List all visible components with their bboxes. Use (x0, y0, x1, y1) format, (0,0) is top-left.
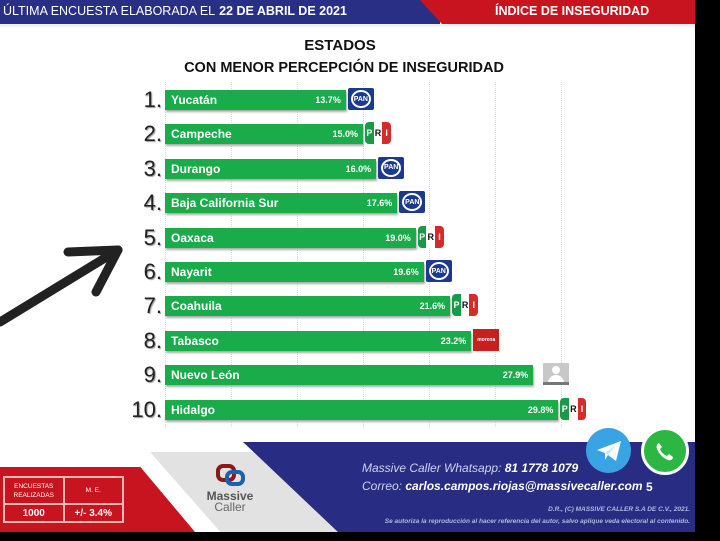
bar: Nayarit 19.6% (165, 262, 424, 282)
independent-candidate-icon (543, 363, 570, 386)
bar-value: 21.6% (419, 301, 446, 312)
margin-error-value: +/- 3.4% (63, 504, 123, 522)
bar-label: Nayarit (171, 265, 212, 279)
survey-stats-table: ENCUESTAS REALIZADAS M. E. 1000 +/- 3.4% (3, 476, 124, 523)
chat-bubbles-icon (212, 462, 248, 490)
gridline (429, 82, 430, 427)
chart-title: ESTADOS (304, 37, 376, 54)
header-bar (0, 0, 440, 24)
bar-label: Campeche (171, 127, 232, 142)
bar-label: Oaxaca (171, 230, 214, 245)
bar-value: 16.0% (345, 163, 372, 174)
chart-subtitle: CON MENOR PERCEPCIÓN DE INSEGURIDAD (184, 60, 504, 76)
bar-value: 27.9% (502, 370, 529, 381)
bar-value: 19.6% (393, 267, 419, 277)
section-title: ÍNDICE DE INSEGURIDAD (495, 4, 650, 18)
morena-logo-icon: morena (473, 328, 500, 351)
bar: Campeche 15.0% (165, 124, 363, 145)
gridline (297, 82, 298, 427)
margin-error-header: M. E. (63, 477, 123, 504)
surveys-value: 1000 (4, 504, 64, 522)
screen-border (695, 0, 720, 541)
copyright-text: D.R., (C) MASSIVE CALLER S.A DE C.V., 20… (548, 506, 690, 513)
bar-value: 29.8% (527, 404, 554, 415)
surveys-header: ENCUESTAS REALIZADAS (4, 477, 64, 504)
bar-label: Durango (171, 161, 221, 176)
bar: Yucatán 13.7% (165, 90, 346, 110)
pan-logo-icon: PAN (347, 88, 374, 110)
header-section-bar (420, 0, 695, 24)
whatsapp-contact: Massive Caller Whatsapp: 81 1778 1079 (362, 461, 579, 475)
pan-logo-icon: PAN (378, 156, 405, 179)
rank-number: 10. (131, 396, 162, 422)
reproduction-notice: Se autoriza la reproducción al hacer ref… (384, 518, 690, 525)
survey-date: 22 DE ABRIL DE 2021 (219, 4, 347, 18)
screen-border-bottom (0, 532, 720, 541)
bar-label: Yucatán (171, 93, 218, 107)
bar: Hidalgo 29.8% (165, 399, 559, 420)
header-divider (0, 24, 695, 27)
pan-logo-icon: PAN (399, 191, 426, 214)
slide: ÚLTIMA ENCUESTA ELABORADA EL 22 DE ABRIL … (0, 0, 695, 535)
telegram-icon[interactable] (586, 428, 631, 473)
bar-label: Tabasco (171, 333, 219, 348)
rank-number: 6. (143, 259, 162, 284)
rank-number: 8. (143, 327, 162, 353)
bar-value: 23.2% (440, 335, 467, 346)
bar: Oaxaca 19.0% (165, 227, 416, 248)
rank-number: 4. (143, 190, 162, 216)
pan-logo-icon: PAN (425, 260, 452, 282)
bar: Baja California Sur 17.6% (165, 193, 398, 214)
rank-number: 5. (143, 224, 162, 250)
gridline (165, 82, 166, 427)
bar-value: 17.6% (366, 198, 393, 209)
bar-label: Baja California Sur (171, 196, 279, 211)
survey-date-label: ÚLTIMA ENCUESTA ELABORADA EL 22 DE ABRIL … (3, 4, 347, 18)
bar: Coahuila 21.6% (165, 296, 451, 317)
bar-label: Nuevo León (171, 368, 240, 383)
email-contact: Correo: carlos.campos.riojas@massivecall… (362, 479, 643, 493)
bar: Tabasco 23.2% (165, 330, 472, 351)
gridline (231, 82, 232, 427)
arrow-annotation-icon (0, 245, 123, 327)
rank-number: 7. (143, 293, 162, 319)
bar-label: Coahuila (171, 299, 222, 314)
massive-caller-logo: Massive Caller (200, 462, 260, 522)
bar-label: Hidalgo (171, 402, 215, 417)
rank-number: 3. (143, 155, 162, 181)
bar: Nuevo León 27.9% (165, 365, 534, 386)
gridline (495, 82, 496, 427)
rank-number: 9. (143, 362, 162, 388)
whatsapp-icon[interactable] (641, 427, 689, 475)
email-link[interactable]: carlos.campos.riojas@massivecaller.com (405, 479, 643, 493)
bar-value: 13.7% (315, 95, 341, 105)
bar-value: 19.0% (385, 232, 411, 243)
gridline (561, 82, 562, 427)
bar: Durango 16.0% (165, 158, 377, 179)
rank-number: 1. (143, 87, 162, 112)
page-number: 5 (646, 480, 653, 494)
gridline (363, 82, 364, 427)
bar-value: 15.0% (332, 129, 358, 140)
whatsapp-number: 81 1778 1079 (504, 461, 579, 475)
rank-number: 2. (143, 121, 162, 147)
